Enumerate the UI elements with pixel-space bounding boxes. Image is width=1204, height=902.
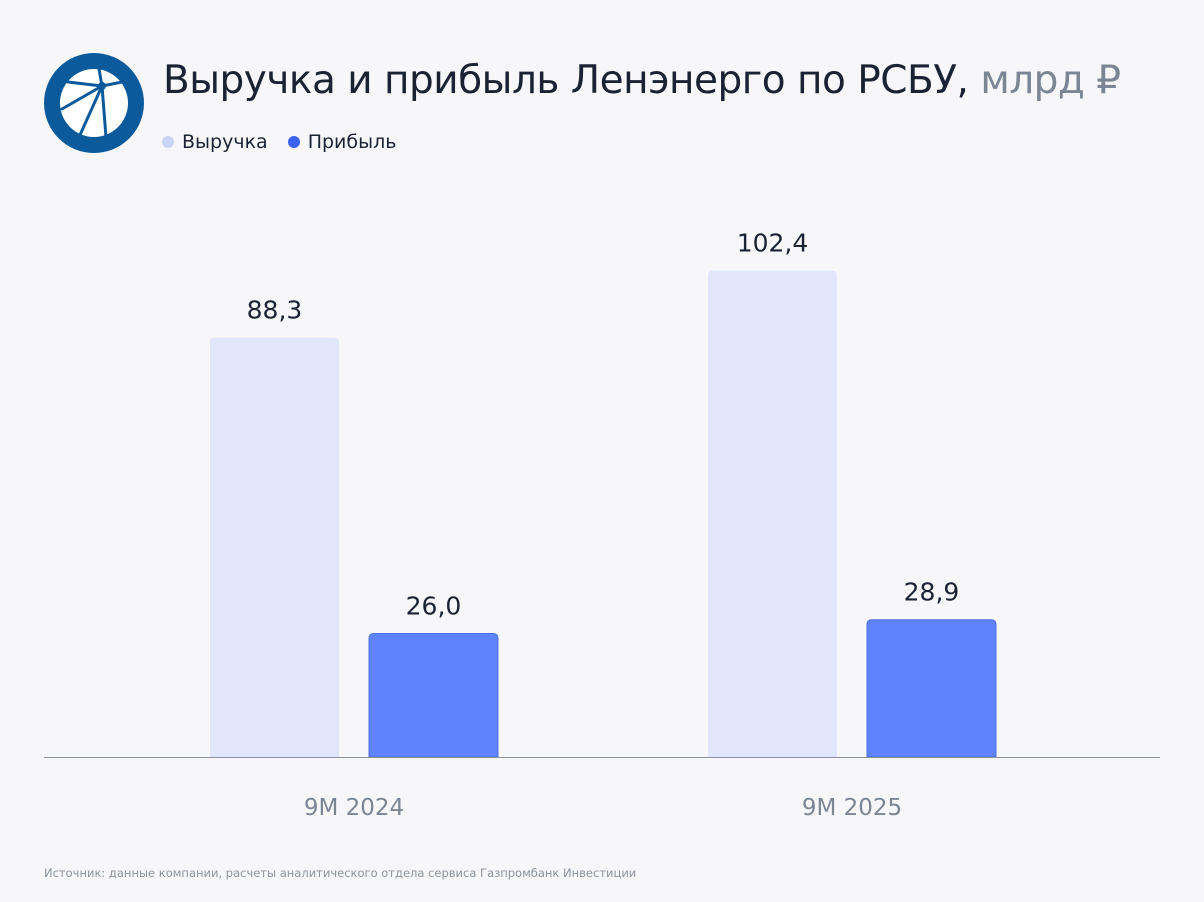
bar-revenue	[210, 337, 339, 757]
data-label: 28,9	[904, 578, 960, 607]
legend-item-revenue: Выручка	[162, 131, 268, 153]
title-text: Выручка и прибыль Ленэнерго по РСБУ,	[163, 58, 969, 103]
legend-dot-revenue	[162, 136, 174, 148]
bar-revenue	[708, 270, 837, 757]
bar-profit	[866, 619, 997, 758]
x-tick-label: 9M 2025	[802, 795, 902, 821]
data-label: 26,0	[406, 592, 462, 621]
legend: Выручка Прибыль	[162, 131, 396, 153]
lenenergo-logo-icon	[44, 53, 144, 153]
legend-label-profit: Прибыль	[307, 131, 397, 153]
source-note: Источник: данные компании, расчеты анали…	[44, 866, 637, 880]
title-unit: млрд ₽	[980, 58, 1121, 103]
legend-label-revenue: Выручка	[182, 131, 268, 153]
legend-dot-profit	[287, 136, 300, 148]
x-tick-label: 9M 2024	[304, 795, 404, 821]
chart-title: Выручка и прибыль Ленэнерго по РСБУ, млр…	[163, 58, 1121, 103]
data-label: 102,4	[737, 229, 809, 258]
legend-item-profit: Прибыль	[287, 131, 397, 153]
bar-profit	[368, 633, 499, 758]
data-label: 88,3	[247, 296, 303, 325]
